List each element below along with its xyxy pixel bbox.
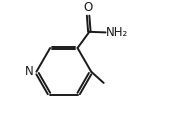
Text: NH₂: NH₂: [106, 26, 128, 39]
Text: O: O: [83, 1, 93, 14]
Text: N: N: [24, 65, 33, 78]
